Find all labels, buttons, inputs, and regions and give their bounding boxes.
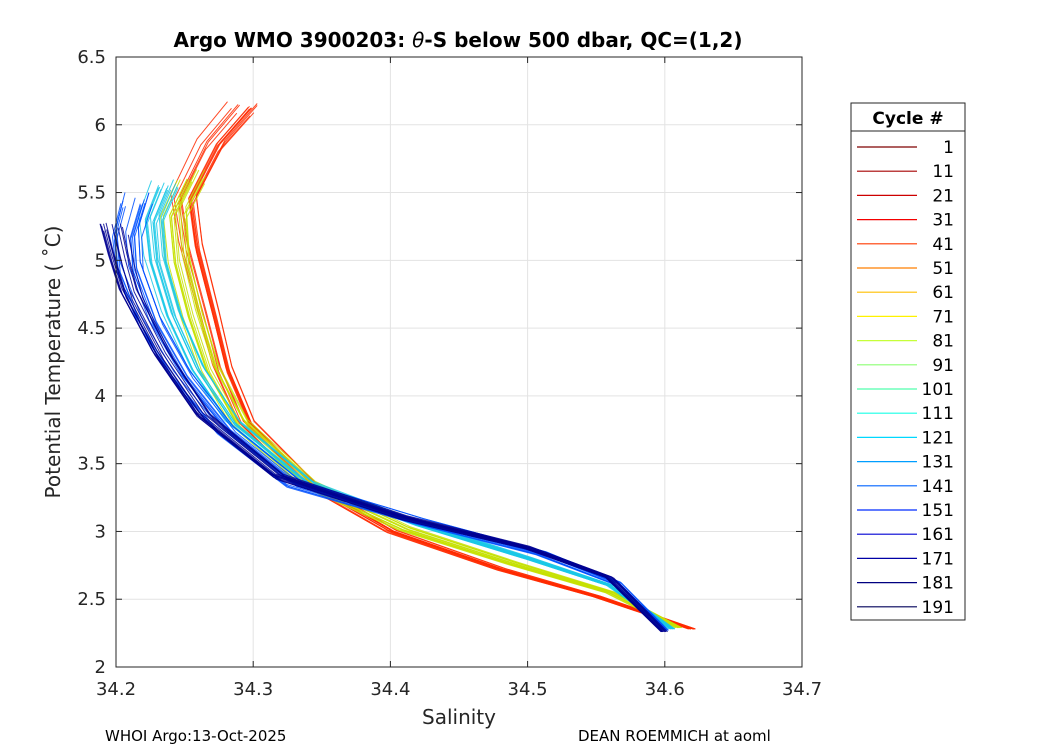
legend-label: 111 <box>922 404 954 424</box>
legend-label: 51 <box>932 259 954 279</box>
y-tick-label: 4.5 <box>77 318 106 339</box>
profile-line <box>152 188 673 630</box>
y-tick-label: 3.5 <box>77 454 106 475</box>
legend-entry: 21 <box>857 186 954 206</box>
y-tick-label: 2.5 <box>77 589 106 610</box>
profile-line <box>117 227 666 633</box>
legend-entry: 31 <box>857 211 954 231</box>
x-tick-label: 34.6 <box>645 679 685 700</box>
legend-entry: 1 <box>857 138 954 158</box>
profile-line <box>103 223 663 633</box>
legend-label: 131 <box>922 453 954 473</box>
legend-label: 1 <box>943 138 954 158</box>
x-tick-label: 34.7 <box>782 679 822 700</box>
series-bundle <box>159 169 683 629</box>
legend-label: 71 <box>932 307 954 327</box>
legend-label: 151 <box>922 501 954 521</box>
axes-box <box>115 56 803 668</box>
legend-title: Cycle # <box>872 109 943 129</box>
profile-line <box>185 183 682 629</box>
profile-line <box>158 179 675 630</box>
chart-title: Argo WMO 3900203: θ-S below 500 dbar, QC… <box>174 28 743 52</box>
x-axis-label: Salinity <box>422 705 496 729</box>
profile-line <box>188 106 694 630</box>
y-ticks: 2 2.5 3 3.5 4 4.5 5 5.5 6 6.5 <box>77 47 802 678</box>
legend-entry: 141 <box>857 477 954 497</box>
y-tick-label: 6 <box>95 115 106 136</box>
y-tick-label: 2 <box>95 657 106 678</box>
legend-label: 121 <box>922 428 954 448</box>
legend-label: 31 <box>932 211 954 231</box>
legend-label: 181 <box>922 574 954 594</box>
series-bundle <box>99 222 668 633</box>
legend-label: 171 <box>922 549 954 569</box>
legend-label: 161 <box>922 525 954 545</box>
curves <box>99 101 696 633</box>
y-tick-label: 3 <box>95 521 106 542</box>
legend-entry: 151 <box>857 501 954 521</box>
profile-line <box>177 169 680 629</box>
legend-entry: 11 <box>857 162 954 182</box>
legend-entry: 91 <box>857 356 954 376</box>
legend-label: 11 <box>932 162 954 182</box>
legend-entry: 131 <box>857 453 954 473</box>
legend-label: 61 <box>932 283 954 303</box>
legend-label: 191 <box>922 598 954 618</box>
profile-line <box>173 107 690 630</box>
legend-entry: 181 <box>857 574 954 594</box>
footer-right: DEAN ROEMMICH at aoml <box>578 727 771 745</box>
y-tick-label: 6.5 <box>77 47 106 68</box>
profile-line <box>162 187 676 630</box>
legend-entry: 81 <box>857 332 954 352</box>
y-tick-label: 5 <box>95 250 106 271</box>
y-tick-label: 5.5 <box>77 183 106 204</box>
legend-entry: 191 <box>857 598 954 618</box>
legend-label: 101 <box>922 380 954 400</box>
y-tick-label: 4 <box>95 386 106 407</box>
legend-entry: 61 <box>857 283 954 303</box>
legend-label: 141 <box>922 477 954 497</box>
profile-line <box>115 237 666 633</box>
legend-entries: 1112131415161718191101111121131141151161… <box>857 138 954 618</box>
legend-label: 91 <box>932 356 954 376</box>
legend-label: 81 <box>932 332 954 352</box>
x-tick-label: 34.2 <box>96 679 136 700</box>
profile-line <box>195 105 696 630</box>
profile-line <box>121 226 667 633</box>
y-axis-label: Potential Temperature ( ˚C) <box>41 226 65 499</box>
x-tick-label: 34.3 <box>233 679 273 700</box>
legend-entry: 41 <box>857 235 954 255</box>
legend-entry: 171 <box>857 549 954 569</box>
x-ticks: 34.2 34.3 34.4 34.5 34.6 34.7 <box>96 57 822 700</box>
legend: Cycle # 11121314151617181911011111211311… <box>850 102 966 621</box>
x-tick-label: 34.4 <box>370 679 410 700</box>
legend-entry: 121 <box>857 428 954 448</box>
legend-entry: 51 <box>857 259 954 279</box>
grid <box>115 56 803 668</box>
x-tick-label: 34.5 <box>508 679 548 700</box>
legend-label: 21 <box>932 186 954 206</box>
footer-left: WHOI Argo:13-Oct-2025 <box>105 727 286 745</box>
legend-entry: 111 <box>857 404 954 424</box>
legend-entry: 161 <box>857 525 954 545</box>
profile-line <box>173 181 679 629</box>
legend-entry: 101 <box>857 380 954 400</box>
legend-entry: 71 <box>857 307 954 327</box>
legend-label: 41 <box>932 235 954 255</box>
